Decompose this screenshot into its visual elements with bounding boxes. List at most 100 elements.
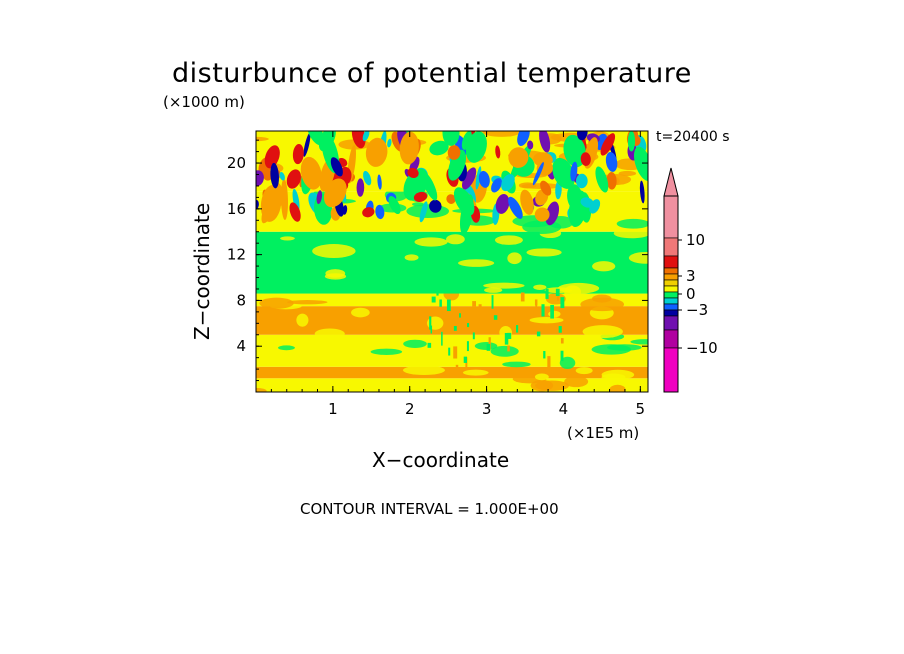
band-patch: [259, 297, 294, 309]
convection-streak: [558, 326, 562, 333]
band-patch: [606, 344, 642, 351]
convection-streak: [543, 351, 546, 359]
x-tick-label: 3: [482, 400, 492, 418]
colorbar-bin: [663, 329, 679, 349]
band-patch: [502, 361, 531, 368]
wave-blob: [260, 184, 282, 222]
convection-streak: [507, 345, 510, 352]
x-axis-unit: (×1E5 m): [567, 424, 640, 442]
colorbar-bin: [663, 309, 679, 317]
band-patch: [256, 136, 269, 142]
colorbar-arrow: [663, 167, 679, 197]
wave-blob: [627, 131, 636, 152]
wave-blob: [575, 173, 588, 189]
band-patch: [618, 170, 637, 177]
band-patch: [559, 356, 576, 369]
convection-streak: [478, 304, 482, 311]
band-patch: [609, 384, 626, 392]
wave-blob: [429, 140, 449, 156]
band-patch: [592, 261, 616, 272]
band-layer-1: [256, 366, 648, 379]
colorbar-bin: [663, 273, 679, 281]
y-tick-label: 8: [236, 291, 246, 309]
band-patch: [575, 367, 593, 375]
wave-blob: [377, 174, 382, 190]
wave-blob: [532, 162, 544, 186]
convection-streak: [455, 364, 459, 376]
convection-streak: [427, 342, 432, 348]
wave-blob: [362, 131, 370, 142]
wave-blob: [595, 166, 609, 193]
band-patch: [564, 285, 582, 299]
wave-blob: [303, 133, 311, 157]
colorbar-bin: [663, 267, 679, 275]
wave-blob: [447, 145, 461, 160]
band-patch: [526, 248, 562, 257]
y-tick-label: 20: [227, 154, 246, 172]
wave-blob: [545, 201, 560, 226]
band-patch: [474, 342, 498, 350]
wave-blob: [264, 145, 280, 169]
convection-streak: [448, 347, 451, 356]
convection-streak: [436, 283, 439, 296]
plot-frame: [255, 130, 649, 393]
wave-blob: [495, 145, 501, 159]
wave-blob: [563, 134, 587, 168]
colorbar-bin: [663, 297, 679, 305]
colorbar-label: −10: [686, 339, 718, 357]
wave-blob: [639, 180, 645, 204]
band-patch: [484, 287, 503, 293]
convection-streak: [491, 295, 494, 309]
band-patch: [548, 310, 561, 318]
convection-streak: [493, 315, 498, 320]
wave-blob: [501, 174, 515, 192]
band-patch: [529, 316, 564, 324]
convection-streak: [459, 313, 461, 318]
wave-blob: [461, 167, 477, 190]
colorbar-bin: [663, 237, 679, 257]
wave-blob: [292, 143, 304, 165]
convection-streak: [547, 356, 551, 368]
colorbar-bin: [663, 255, 679, 269]
colorbar-bin: [663, 291, 679, 299]
wave-blob: [300, 156, 322, 190]
wave-blob: [351, 131, 366, 149]
wave-blob: [475, 166, 482, 190]
convection-streak: [560, 297, 565, 309]
band-patch: [406, 204, 450, 219]
convection-streak: [472, 332, 475, 340]
band-patch: [580, 297, 625, 312]
convection-streak: [507, 332, 512, 339]
wave-blob: [517, 131, 530, 146]
convection-streak: [556, 295, 560, 301]
contour-interval-note: CONTOUR INTERVAL = 1.000E+00: [300, 500, 559, 518]
colorbar-bin: [663, 347, 679, 393]
y-axis-unit: (×1000 m): [163, 93, 245, 111]
band-patch: [592, 294, 612, 303]
band-patch: [314, 328, 345, 340]
convection-streak: [441, 331, 443, 346]
wave-blob: [527, 140, 534, 150]
colorbar-bin: [663, 315, 679, 331]
band-patch: [312, 244, 356, 258]
convection-streak: [560, 350, 564, 362]
colorbar-bin: [663, 279, 679, 287]
y-tick-label: 16: [227, 200, 246, 218]
convection-streak: [560, 338, 564, 344]
wave-blob: [633, 146, 648, 181]
wave-blob: [407, 167, 419, 179]
convection-streak: [535, 304, 538, 311]
wave-blob: [461, 131, 472, 150]
wave-blob: [446, 194, 456, 204]
band-patch: [351, 307, 370, 318]
band-patch: [404, 254, 419, 261]
convection-streak: [541, 304, 545, 317]
band-patch: [296, 313, 309, 327]
wave-blob: [323, 178, 347, 208]
wave-blob: [419, 201, 428, 223]
band-patch: [370, 348, 403, 355]
x-tick-label: 4: [559, 400, 569, 418]
band-patch: [582, 325, 623, 339]
time-label: t=20400 s: [656, 129, 730, 145]
convection-streak: [453, 325, 457, 331]
